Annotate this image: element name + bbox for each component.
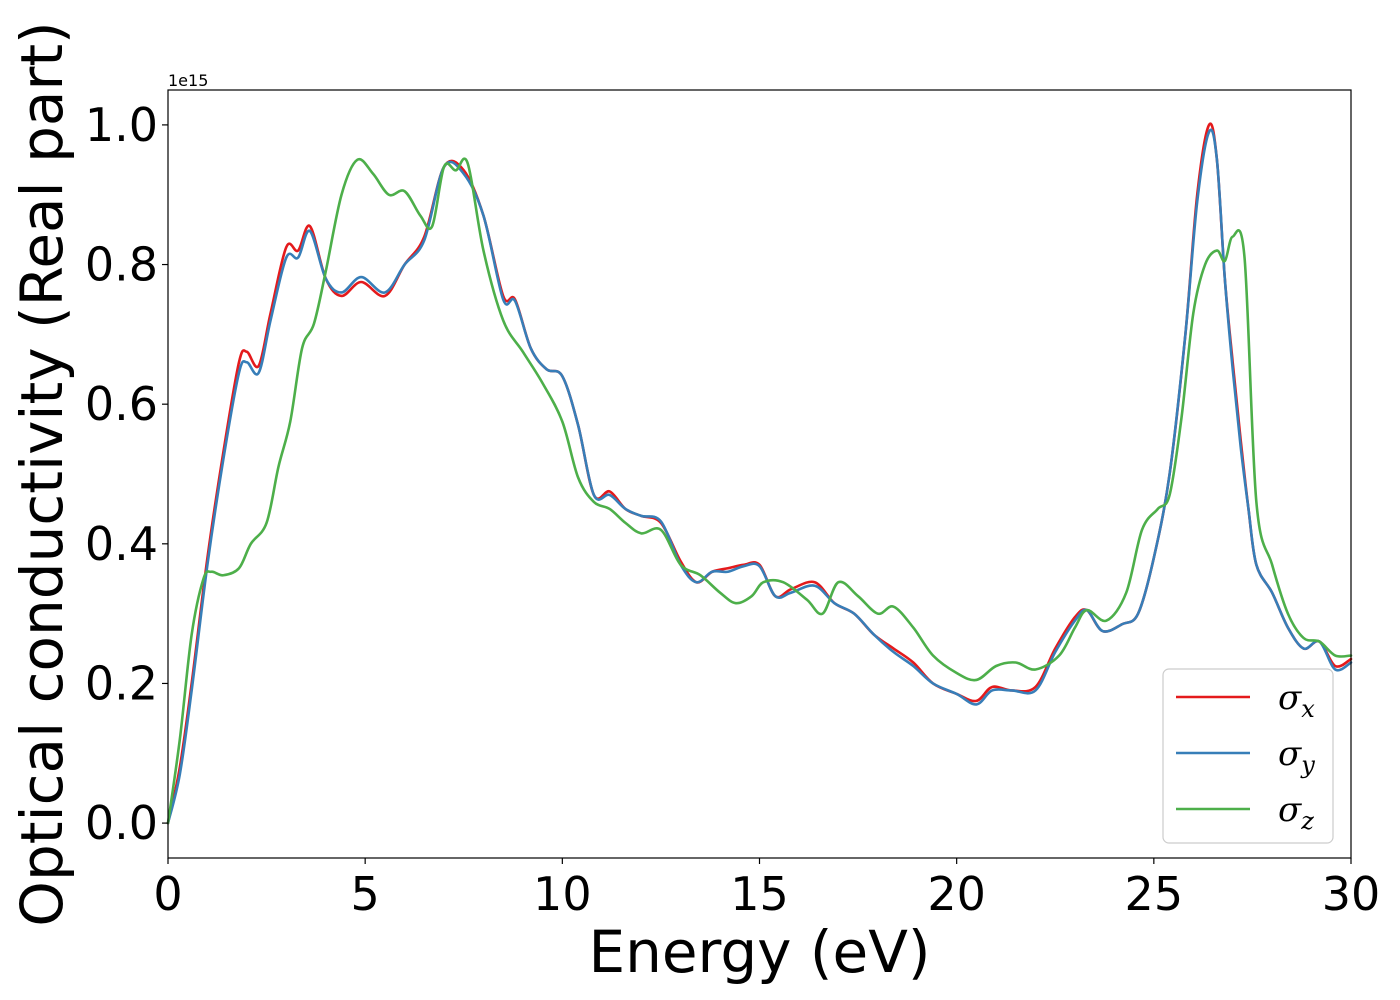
x-axis-label: Energy (eV): [588, 918, 930, 986]
y-tick-label: 0.8: [85, 238, 158, 292]
series-layer: [166, 122, 1353, 825]
y-tick-label: 0.6: [85, 377, 158, 431]
y-axis-ticks: 0.0 0.2 0.4 0.6 0.8 1.0: [85, 98, 168, 850]
x-tick-label: 30: [1322, 867, 1381, 921]
x-axis-ticks: 0 5 10 15 20 25 30: [153, 858, 1380, 921]
series-line-sigma-y: [166, 128, 1353, 825]
legend-box: [1162, 668, 1334, 844]
y-offset-label: 1e15: [168, 71, 208, 90]
x-tick-label: 10: [533, 867, 592, 921]
x-tick-label: 5: [351, 867, 380, 921]
y-tick-label: 0.4: [85, 517, 158, 571]
legend-label-sigma-x: σx: [1278, 678, 1315, 723]
y-tick-label: 1.0: [85, 98, 158, 152]
x-tick-label: 20: [927, 867, 986, 921]
y-tick-label: 0.0: [85, 796, 158, 850]
series-line-sigma-z: [166, 157, 1353, 825]
x-tick-label: 0: [153, 867, 182, 921]
y-axis-label: Optical conductivity (Real part): [8, 21, 76, 926]
legend-subscript: z: [1300, 807, 1314, 835]
x-tick-label: 15: [730, 867, 789, 921]
legend-subscript: x: [1301, 695, 1315, 723]
legend-subscript: y: [1300, 751, 1315, 779]
y-tick-label: 0.2: [85, 656, 158, 710]
x-tick-label: 25: [1125, 867, 1184, 921]
